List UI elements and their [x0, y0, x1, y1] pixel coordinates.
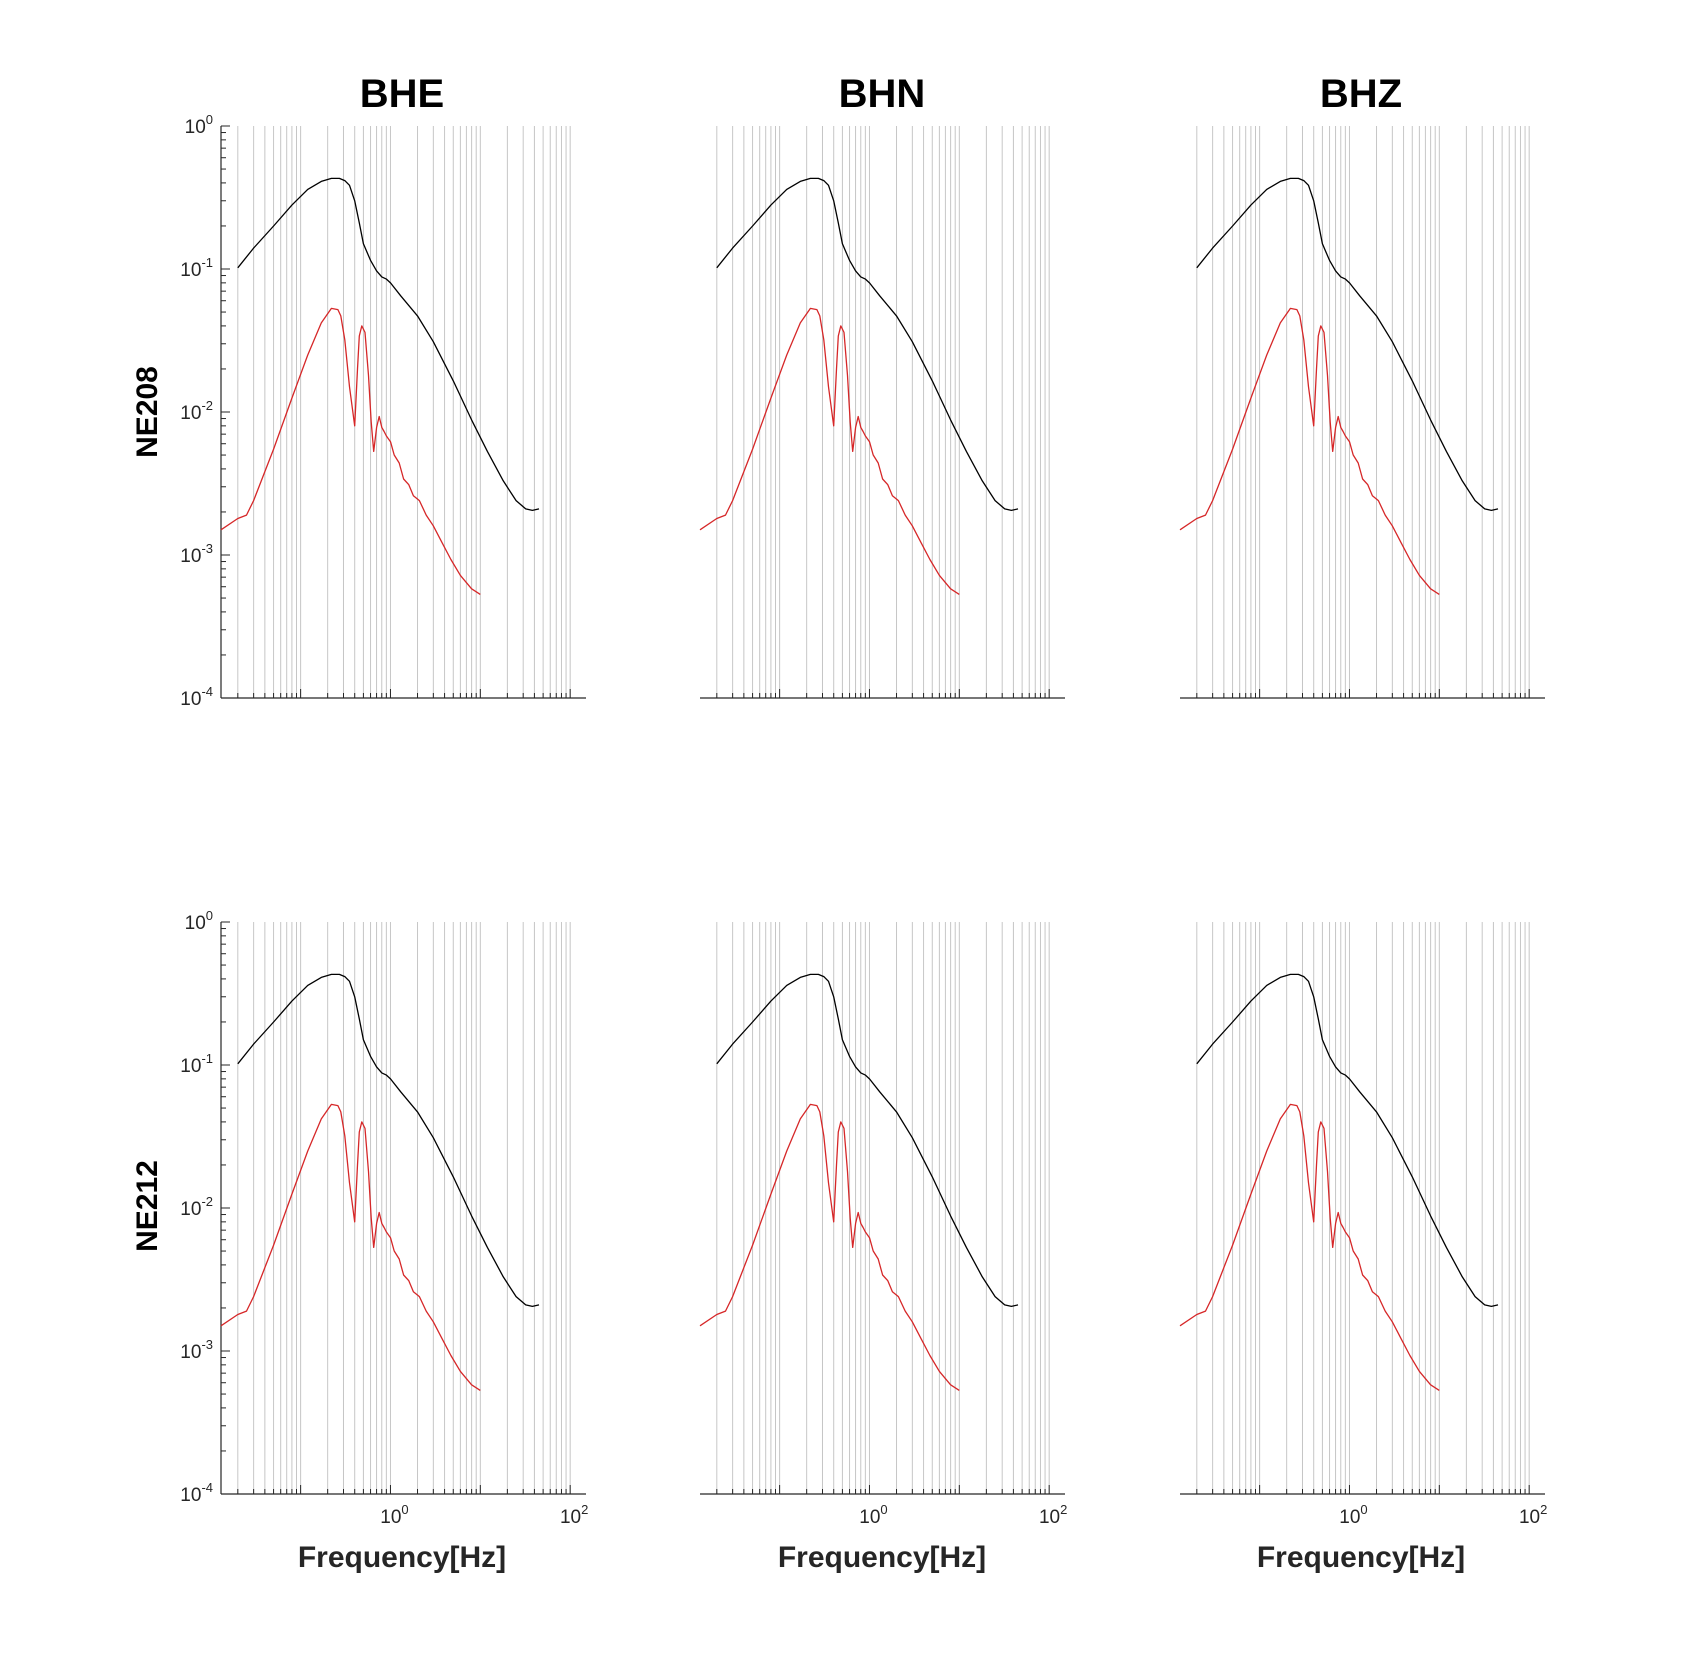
row-label-ne212: NE212	[131, 1160, 164, 1252]
x-tick-label-base: 10	[859, 1507, 880, 1528]
x-tick-label-exponent: 2	[581, 1502, 588, 1517]
x-tick-label: 100	[380, 1502, 408, 1528]
panel-ne208-bhn	[699, 126, 1065, 699]
y-tick-label-base: 10	[180, 1342, 201, 1363]
y-tick-label-base: 10	[185, 117, 206, 138]
panel-ne212-bhn: 100 102	[699, 922, 1067, 1528]
xlabel-bhn: Frequency[Hz]	[778, 1541, 986, 1574]
y-tick-label: 10-2	[180, 1194, 213, 1220]
series-line-red	[220, 307, 481, 595]
xlabel-bhz: Frequency[Hz]	[1257, 1541, 1465, 1574]
y-tick-label: 10-2	[180, 398, 213, 424]
y-tick-label: 100	[185, 112, 213, 138]
x-tick-label-base: 10	[1519, 1507, 1540, 1528]
x-tick-label-exponent: 0	[880, 1502, 887, 1517]
y-tick-label: 10-3	[180, 541, 213, 567]
y-tick-label: 10-1	[180, 1051, 213, 1077]
x-tick-label: 100	[1339, 1502, 1367, 1528]
series-line-red	[1179, 307, 1440, 595]
xlabel-bhe: Frequency[Hz]	[298, 1541, 506, 1574]
y-tick-label: 10-4	[180, 684, 213, 710]
series-line-black	[1196, 973, 1499, 1308]
y-tick-label-exponent: -1	[201, 255, 213, 270]
row-label-ne208: NE208	[131, 366, 164, 458]
y-tick-label-base: 10	[180, 260, 201, 281]
x-tick-label-exponent: 0	[1360, 1502, 1367, 1517]
x-tick-label-exponent: 2	[1540, 1502, 1547, 1517]
column-title-bhz: BHZ	[1320, 72, 1402, 116]
y-tick-label-base: 10	[180, 1199, 201, 1220]
y-tick-label-base: 10	[180, 689, 201, 710]
y-tick-label-exponent: 0	[206, 112, 213, 127]
x-tick-label: 102	[1039, 1502, 1067, 1528]
y-tick-label-exponent: 0	[206, 908, 213, 923]
y-tick-label-exponent: -2	[201, 1194, 213, 1209]
y-tick-label: 10-4	[180, 1480, 213, 1506]
x-tick-label-exponent: 0	[401, 1502, 408, 1517]
series-line-red	[699, 307, 960, 595]
series-line-black	[237, 177, 540, 512]
series-line-red	[220, 1103, 481, 1391]
y-tick-label-base: 10	[180, 1485, 201, 1506]
series-line-red	[699, 1103, 960, 1391]
panel-ne208-bhz	[1179, 126, 1545, 699]
y-tick-label-exponent: -2	[201, 398, 213, 413]
y-tick-label: 10-1	[180, 255, 213, 281]
x-tick-label: 102	[1519, 1502, 1547, 1528]
y-tick-label-exponent: -1	[201, 1051, 213, 1066]
y-tick-label-base: 10	[180, 546, 201, 567]
series-line-black	[716, 177, 1019, 512]
x-tick-label-exponent: 2	[1060, 1502, 1067, 1517]
x-tick-label-base: 10	[380, 1507, 401, 1528]
x-tick-label-base: 10	[560, 1507, 581, 1528]
y-tick-label-base: 10	[185, 913, 206, 934]
y-tick-label-base: 10	[180, 403, 201, 424]
y-tick-label-exponent: -3	[201, 1337, 213, 1352]
x-tick-label-base: 10	[1039, 1507, 1060, 1528]
y-tick-label-exponent: -3	[201, 541, 213, 556]
series-line-black	[237, 973, 540, 1308]
column-title-bhn: BHN	[839, 72, 926, 116]
y-tick-label-base: 10	[180, 1056, 201, 1077]
y-tick-label: 100	[185, 908, 213, 934]
y-tick-label-exponent: -4	[201, 684, 213, 699]
x-tick-label-base: 10	[1339, 1507, 1360, 1528]
series-line-black	[1196, 177, 1499, 512]
series-line-black	[716, 973, 1019, 1308]
y-tick-label: 10-3	[180, 1337, 213, 1363]
x-tick-label: 100	[859, 1502, 887, 1528]
y-tick-label-exponent: -4	[201, 1480, 213, 1495]
x-tick-label: 102	[560, 1502, 588, 1528]
panel-ne212-bhz: 100 102	[1179, 922, 1547, 1528]
series-line-red	[1179, 1103, 1440, 1391]
column-title-bhe: BHE	[360, 72, 444, 116]
